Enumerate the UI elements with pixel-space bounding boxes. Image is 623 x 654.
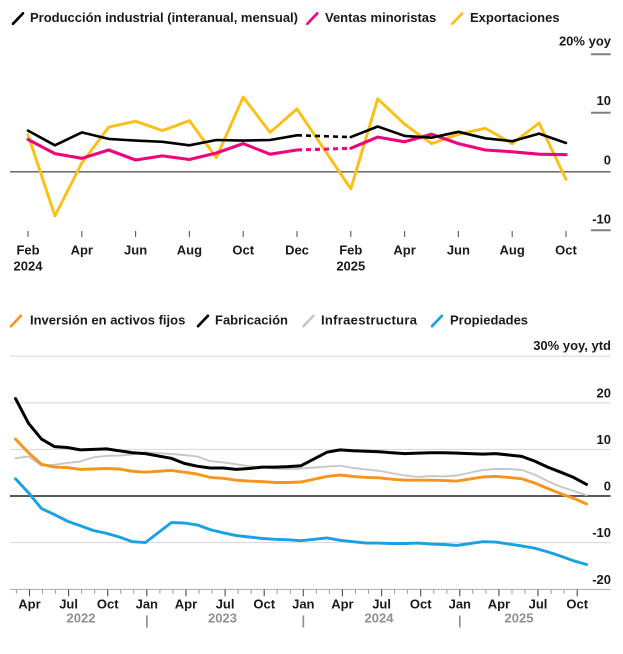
svg-text:Apr: Apr <box>175 597 197 612</box>
svg-text:2025: 2025 <box>505 610 534 625</box>
svg-text:2023: 2023 <box>208 610 237 625</box>
svg-text:Feb: Feb <box>16 243 39 258</box>
svg-text:20: 20 <box>597 385 611 400</box>
svg-text:0: 0 <box>604 153 611 168</box>
svg-text:Jan: Jan <box>136 597 158 612</box>
svg-text:Jul: Jul <box>216 597 235 612</box>
svg-text:|: | <box>458 613 462 628</box>
svg-text:Oct: Oct <box>566 597 588 612</box>
svg-text:Apr: Apr <box>18 597 40 612</box>
svg-text:Fabricación: Fabricación <box>215 313 288 328</box>
svg-text:Propiedades: Propiedades <box>450 313 528 328</box>
svg-text:Jul: Jul <box>372 597 391 612</box>
svg-text:Oct: Oct <box>232 243 254 258</box>
svg-text:Jun: Jun <box>447 243 470 258</box>
svg-text:Jan: Jan <box>292 597 314 612</box>
svg-text:2024: 2024 <box>365 610 395 625</box>
svg-text:Dec: Dec <box>285 243 309 258</box>
svg-text:Oct: Oct <box>410 597 432 612</box>
svg-text:20% yoy: 20% yoy <box>559 34 612 49</box>
svg-text:Oct: Oct <box>555 243 577 258</box>
svg-text:-10: -10 <box>592 211 611 226</box>
svg-text:Jan: Jan <box>449 597 471 612</box>
svg-text:Apr: Apr <box>71 243 93 258</box>
svg-text:Jul: Jul <box>59 597 78 612</box>
svg-text:Jul: Jul <box>529 597 548 612</box>
svg-text:30% yoy, ytd: 30% yoy, ytd <box>533 338 611 353</box>
svg-text:0: 0 <box>604 479 611 494</box>
svg-text:Aug: Aug <box>177 243 202 258</box>
svg-text:Inversión en activos fijos: Inversión en activos fijos <box>30 313 185 328</box>
svg-text:Oct: Oct <box>97 597 119 612</box>
svg-text:Ventas minoristas: Ventas minoristas <box>325 10 436 25</box>
svg-text:Feb: Feb <box>339 243 362 258</box>
svg-text:Apr: Apr <box>331 597 353 612</box>
svg-text:Jun: Jun <box>124 243 147 258</box>
svg-text:Producción industrial (interan: Producción industrial (interanual, mensu… <box>30 10 298 25</box>
svg-text:Apr: Apr <box>393 243 415 258</box>
svg-text:-10: -10 <box>592 525 611 540</box>
svg-text:2024: 2024 <box>14 259 44 274</box>
svg-text:Apr: Apr <box>488 597 510 612</box>
svg-text:2025: 2025 <box>336 259 365 274</box>
svg-text:Infraestructura: Infraestructura <box>321 313 418 328</box>
svg-text:10: 10 <box>597 93 611 108</box>
svg-text:Aug: Aug <box>500 243 525 258</box>
svg-text:2022: 2022 <box>67 610 96 625</box>
svg-text:10: 10 <box>597 432 611 447</box>
svg-text:|: | <box>145 613 149 628</box>
svg-text:Oct: Oct <box>253 597 275 612</box>
svg-text:Exportaciones: Exportaciones <box>470 10 560 25</box>
svg-text:-20: -20 <box>592 572 611 587</box>
svg-text:|: | <box>301 613 305 628</box>
